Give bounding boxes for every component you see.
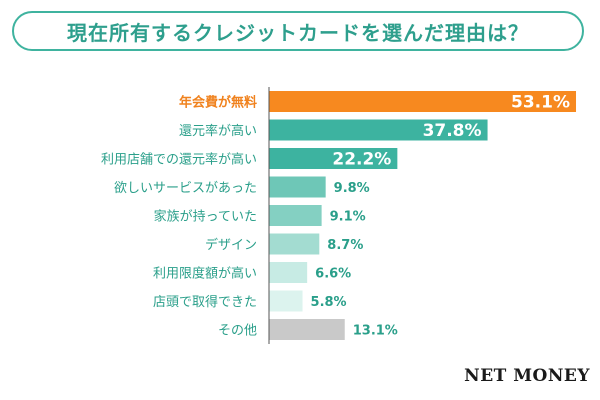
chart-title: 現在所有するクレジットカードを選んだ理由は？ [67,20,529,45]
bar-2 [269,148,398,169]
value-label-7: 5.8% [311,295,347,310]
value-label-0: 53.1% [511,93,570,113]
value-label-6: 6.6% [315,267,351,282]
category-label-8: その他 [218,324,257,339]
bar-8 [269,319,345,340]
value-label-2: 22.2% [332,150,391,170]
bar-6 [269,262,308,283]
brand-logo: NET MONEY [464,366,590,386]
category-label-7: 店頭で取得できた [153,294,257,310]
category-label-0: 年会費が無料 [179,95,257,111]
category-label-4: 家族が持っていた [154,209,257,225]
title-box: 現在所有するクレジットカードを選んだ理由は？ [12,11,584,51]
bar-7 [269,290,303,312]
category-label-2: 利用店舗での還元率が高い [101,152,257,168]
category-label-1: 還元率が高い [179,123,257,139]
bar-0 [269,91,577,112]
category-label-5: デザイン [205,237,257,253]
category-label-3: 欲しいサービスがあった [114,180,257,196]
bar-1 [269,119,488,141]
value-label-1: 37.8% [423,121,482,141]
bar-3 [269,176,326,198]
value-label-8: 13.1% [353,324,398,339]
value-label-5: 8.7% [327,238,363,253]
bar-5 [269,233,320,255]
bar-4 [269,205,322,226]
value-label-4: 9.1% [330,210,366,225]
value-label-3: 9.8% [334,181,370,196]
category-label-6: 利用限度額が高い [153,266,257,282]
